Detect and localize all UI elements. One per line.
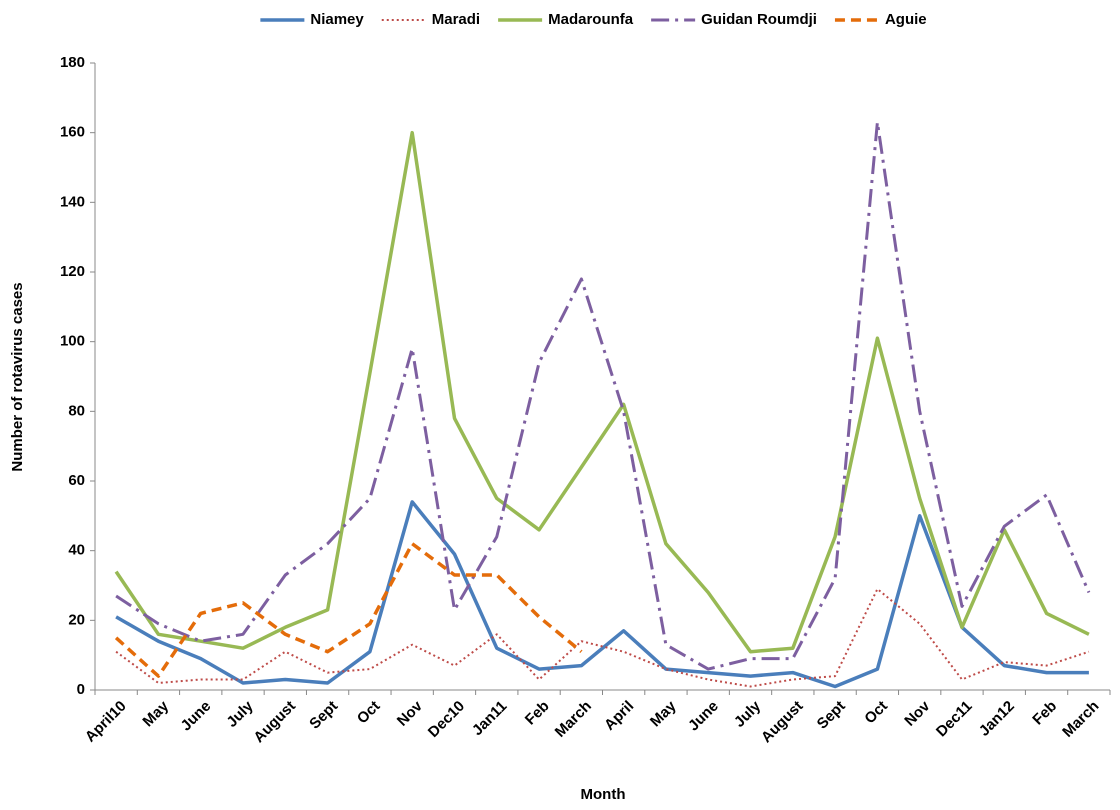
x-tick-label: August — [250, 698, 299, 747]
x-tick-label: Feb — [1029, 698, 1060, 729]
series-line — [115, 588, 1090, 688]
y-tick-label: 80 — [68, 402, 85, 419]
y-tick-label: 120 — [60, 263, 85, 280]
x-tick-label: July — [731, 697, 765, 731]
x-tick-label: May — [647, 697, 680, 730]
legend-label: Aguie — [885, 11, 927, 28]
x-tick-label: March — [552, 698, 595, 741]
x-tick-label: Sept — [306, 698, 341, 733]
x-tick-label: Oct — [861, 698, 891, 728]
series-line — [115, 500, 1089, 689]
x-tick-label: March — [1059, 698, 1102, 741]
x-tick-label: April — [601, 698, 637, 734]
x-tick-label: Sept — [814, 698, 849, 733]
x-tick-label: Jan11 — [469, 698, 511, 740]
y-tick-label: 180 — [60, 54, 85, 71]
x-tick-label: June — [178, 698, 215, 735]
x-tick-label: Nov — [901, 697, 934, 730]
y-tick-label: 100 — [60, 333, 85, 350]
series-line — [115, 120, 1091, 671]
legend-label: Niamey — [310, 11, 364, 28]
legend-label: Madarounfa — [548, 11, 634, 28]
series-line — [114, 541, 583, 678]
x-tick-label: June — [685, 698, 722, 735]
x-axis-label: Month — [581, 786, 626, 803]
legend-label: Guidan Roumdji — [701, 11, 817, 28]
y-tick-label: 140 — [60, 193, 85, 210]
x-tick-label: Nov — [394, 697, 427, 730]
x-tick-label: April10 — [82, 698, 130, 746]
x-tick-label: Feb — [522, 698, 553, 729]
y-tick-label: 40 — [68, 542, 85, 559]
x-tick-label: August — [758, 698, 807, 747]
x-tick-label: May — [139, 697, 172, 730]
y-tick-label: 20 — [68, 611, 85, 628]
legend-label: Maradi — [432, 11, 480, 28]
x-tick-label: July — [223, 697, 257, 731]
y-axis-label: Number of rotavirus cases — [9, 282, 26, 471]
x-tick-label: Jan12 — [976, 698, 1018, 740]
x-tick-label: Dec10 — [425, 698, 468, 741]
x-tick-label: Oct — [354, 698, 384, 728]
x-tick-label: Dec11 — [933, 698, 976, 741]
y-tick-label: 160 — [60, 124, 85, 141]
series-line — [114, 130, 1090, 654]
y-tick-label: 0 — [77, 681, 85, 698]
y-tick-label: 60 — [68, 472, 85, 489]
